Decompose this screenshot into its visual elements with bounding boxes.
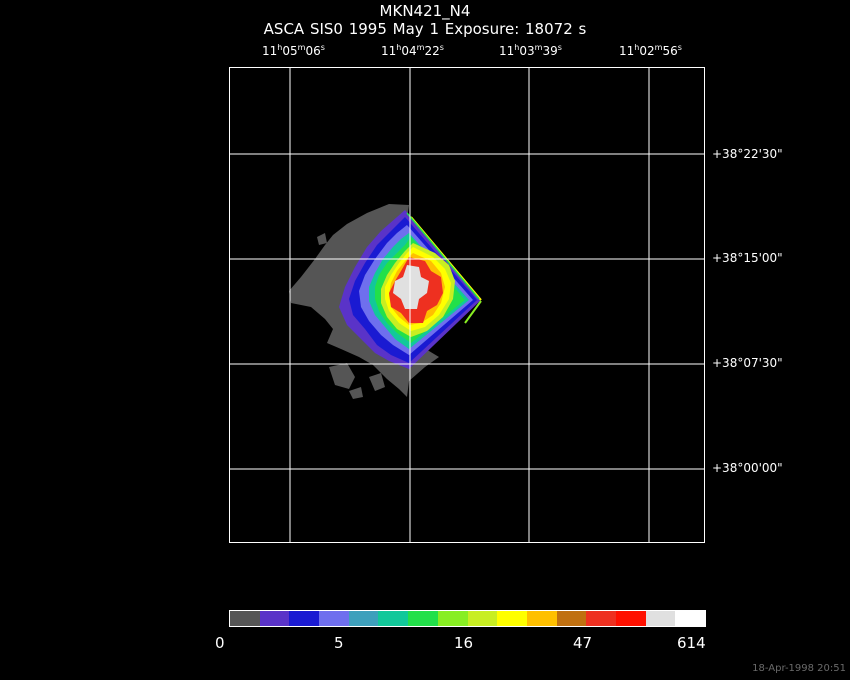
colorbar-swatch xyxy=(408,611,438,626)
colorbar-swatch xyxy=(556,611,587,626)
dec-label: +38°15'00" xyxy=(712,251,783,265)
colorbar-swatch xyxy=(259,611,290,626)
colorbar-swatch xyxy=(526,611,557,626)
colorbar-tick-label: 47 xyxy=(573,634,593,652)
colorbar-swatch xyxy=(645,611,676,626)
colorbar-swatch xyxy=(319,611,349,626)
ra-label: 11h03m39s xyxy=(499,43,562,58)
colorbar-swatch xyxy=(289,611,320,626)
dec-label: +38°00'00" xyxy=(712,461,783,475)
dec-label: +38°07'30" xyxy=(712,356,783,370)
dec-label: +38°22'30" xyxy=(712,147,783,161)
colorbar-swatch xyxy=(615,611,646,626)
sky-image-plot xyxy=(229,67,705,543)
image-title: MKN421_N4 xyxy=(379,2,471,20)
colorbar-tick-label: 614 xyxy=(677,634,706,652)
colorbar-swatch xyxy=(348,611,379,626)
ra-label: 11h04m22s xyxy=(381,43,444,58)
grey-speckle xyxy=(317,233,385,399)
ra-label: 11h05m06s xyxy=(262,43,325,58)
diamond-edge-lower xyxy=(464,300,482,324)
colorbar-swatch xyxy=(378,611,409,626)
colorbar-swatch xyxy=(675,611,705,626)
colorbar-swatch xyxy=(437,611,468,626)
observation-subtitle: ASCA SIS0 1995 May 1 Exposure: 18072 s xyxy=(263,20,587,38)
colorbar xyxy=(229,610,706,627)
level-white-core xyxy=(393,265,429,309)
colorbar-tick-label: 16 xyxy=(454,634,474,652)
xray-source-image xyxy=(289,204,482,399)
timestamp: 18-Apr-1998 20:51 xyxy=(752,663,846,674)
coordinate-grid xyxy=(229,67,705,543)
colorbar-tick-label: 5 xyxy=(334,634,344,652)
colorbar-swatch xyxy=(230,611,260,626)
colorbar-swatch xyxy=(586,611,616,626)
diamond-edge-green xyxy=(406,212,480,300)
ra-label: 11h02m56s xyxy=(619,43,682,58)
colorbar-tick-label: 0 xyxy=(215,634,225,652)
colorbar-swatch xyxy=(467,611,498,626)
colorbar-swatch xyxy=(497,611,527,626)
